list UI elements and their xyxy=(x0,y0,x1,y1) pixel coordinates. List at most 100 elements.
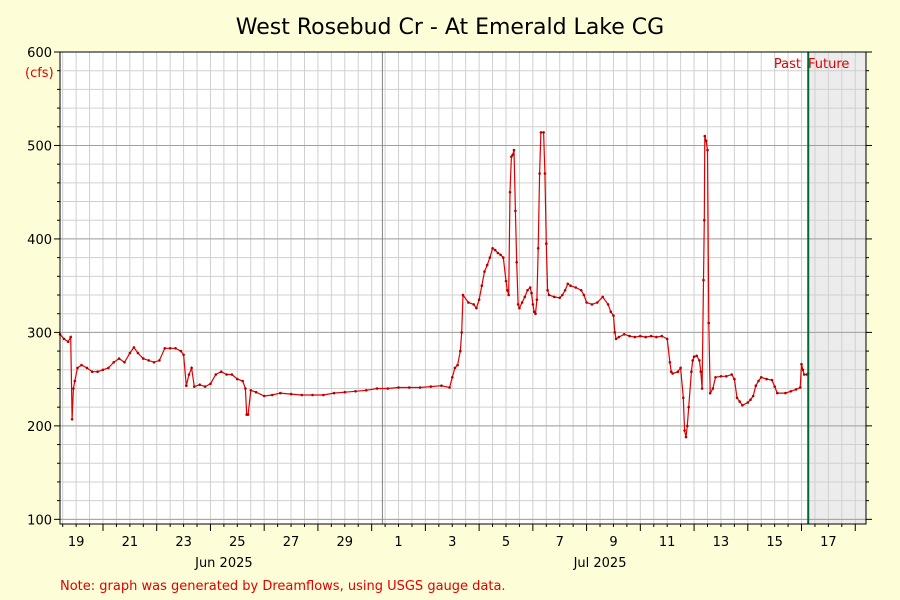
flow-data-point xyxy=(711,387,715,390)
flow-data-point xyxy=(311,393,314,397)
x-tick-label: 23 xyxy=(175,535,192,550)
flow-data-point xyxy=(757,379,760,383)
flow-data-point xyxy=(112,361,115,364)
flow-data-point xyxy=(203,385,207,388)
flow-data-point xyxy=(80,363,83,367)
flow-data-point xyxy=(539,131,543,134)
flow-data-point xyxy=(536,247,540,250)
flow-data-point xyxy=(671,372,674,375)
flow-data-point xyxy=(535,298,539,302)
flow-data-point xyxy=(70,418,74,421)
y-axis-unit-label: (cfs) xyxy=(25,66,54,81)
flow-data-point xyxy=(279,391,282,395)
flow-data-point xyxy=(528,286,532,289)
flow-data-point xyxy=(590,303,594,306)
flow-data-point xyxy=(142,357,145,360)
flow-data-point xyxy=(179,349,183,353)
flow-data-point xyxy=(639,334,642,338)
flow-data-point xyxy=(408,386,411,389)
flow-data-point xyxy=(706,148,709,152)
flow-data-point xyxy=(236,377,239,381)
flow-data-point xyxy=(759,376,763,379)
flow-data-point xyxy=(684,435,688,439)
chart-title: West Rosebud Cr - At Emerald Lake CG xyxy=(236,15,664,40)
flow-data-point xyxy=(798,386,802,389)
flow-data-point xyxy=(499,253,502,257)
flow-data-point xyxy=(507,293,511,297)
flow-data-point xyxy=(354,390,357,393)
flow-data-point xyxy=(230,373,234,376)
flow-data-point xyxy=(633,335,637,339)
flow-data-point xyxy=(480,284,484,288)
flow-data-point xyxy=(514,209,517,213)
flow-data-point xyxy=(612,314,615,317)
flow-data-point xyxy=(669,370,673,374)
flow-data-point xyxy=(679,366,682,370)
flow-data-point xyxy=(73,379,77,383)
flow-data-point xyxy=(511,153,514,157)
month-label: Jul 2025 xyxy=(573,556,627,571)
flow-data-point xyxy=(254,390,258,394)
x-tick-label: 9 xyxy=(609,535,617,550)
flow-data-point xyxy=(459,349,462,353)
flow-data-point xyxy=(322,393,325,397)
flow-data-point xyxy=(691,359,694,362)
flow-data-point xyxy=(609,310,613,314)
flow-data-point xyxy=(746,401,750,404)
flow-data-point xyxy=(617,335,621,339)
flow-data-point xyxy=(66,340,70,344)
flow-data-point xyxy=(579,289,583,292)
flow-data-point xyxy=(510,155,513,158)
flow-data-point xyxy=(668,361,672,364)
flow-data-point xyxy=(168,347,172,350)
flow-data-point xyxy=(453,366,457,370)
flow-data-point xyxy=(784,391,787,395)
plot-background xyxy=(60,52,866,524)
flow-data-point xyxy=(182,353,185,357)
flow-data-point xyxy=(719,375,723,378)
flow-data-point xyxy=(300,393,304,397)
y-tick-label: 600 xyxy=(27,46,52,61)
flow-data-point xyxy=(190,366,193,370)
flow-data-point xyxy=(198,383,201,387)
flow-data-point xyxy=(147,359,150,362)
flow-data-point xyxy=(526,289,529,292)
flow-data-point xyxy=(702,278,705,282)
flow-data-point xyxy=(644,335,647,339)
flow-data-point xyxy=(386,387,390,390)
flow-data-point xyxy=(655,335,658,339)
flow-data-point xyxy=(735,396,739,400)
flow-data-point xyxy=(451,376,454,379)
x-tick-label: 29 xyxy=(337,535,354,550)
flow-data-point xyxy=(516,303,520,306)
flow-data-point xyxy=(703,134,707,138)
flow-data-point xyxy=(158,359,161,362)
flow-data-point xyxy=(429,385,433,388)
month-label: Jun 2025 xyxy=(194,556,253,571)
flow-data-point xyxy=(246,413,250,416)
flow-data-point xyxy=(117,357,121,360)
x-tick-label: 3 xyxy=(448,535,456,550)
flow-data-point xyxy=(96,370,99,374)
flow-data-point xyxy=(152,361,156,364)
flow-data-point xyxy=(343,390,347,394)
flow-data-point xyxy=(123,361,126,364)
flow-data-point xyxy=(62,337,66,341)
flow-data-point xyxy=(574,286,578,289)
flow-data-point xyxy=(683,429,686,432)
y-tick-label: 400 xyxy=(27,233,52,248)
x-tick-label: 19 xyxy=(68,535,85,550)
flow-data-point xyxy=(773,385,776,388)
flow-data-point xyxy=(704,139,708,143)
flow-data-point xyxy=(614,337,618,341)
flow-data-point xyxy=(504,279,508,283)
flow-data-point xyxy=(163,347,167,350)
flow-data-point xyxy=(76,366,79,370)
flow-data-point xyxy=(520,301,524,304)
past-label: Past xyxy=(774,57,801,72)
flow-data-point xyxy=(90,370,94,374)
flow-data-point xyxy=(601,295,604,299)
flow-data-point xyxy=(491,247,494,250)
